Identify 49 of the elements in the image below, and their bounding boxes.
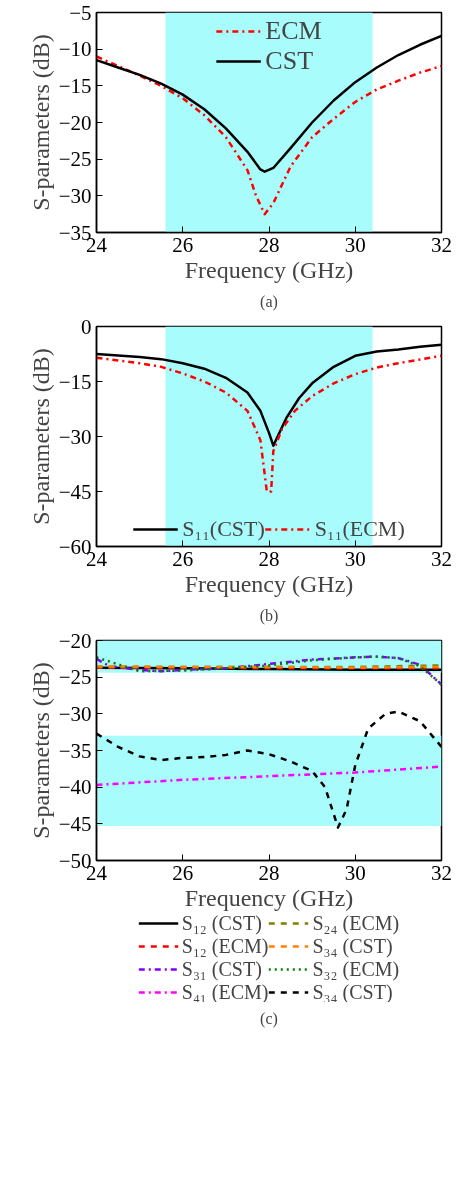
- y-tick-label: −45: [58, 479, 92, 504]
- x-axis-title: Frequency (GHz): [184, 884, 354, 911]
- y-tick-label: −15: [58, 73, 92, 98]
- x-tick-label: 30: [344, 546, 366, 571]
- y-tick-label: −20: [58, 110, 92, 135]
- y-tick-label: −30: [58, 424, 92, 449]
- x-axis-title: Frequency (GHz): [184, 256, 354, 283]
- x-tick-label: 28: [258, 546, 280, 571]
- legend-label: CST: [265, 46, 314, 76]
- y-axis-title: S-parameters (dB): [27, 34, 54, 211]
- legend-label: S₄₁ (ECM): [181, 980, 269, 1004]
- x-tick-label: 32: [431, 232, 452, 257]
- y-tick-label: −5: [69, 0, 92, 25]
- y-tick-label: −10: [58, 37, 92, 62]
- y-tick-label: −30: [58, 183, 92, 208]
- legend-label: S₁₁(ECM): [314, 516, 405, 542]
- x-tick-label: 30: [344, 860, 366, 885]
- x-tick-label: 26: [172, 232, 194, 257]
- legend-label: S₃₂ (ECM): [312, 957, 400, 981]
- y-tick-label: −15: [58, 369, 92, 394]
- x-tick-label: 30: [344, 232, 366, 257]
- x-axis-title: Frequency (GHz): [184, 570, 354, 597]
- legend-label: ECM: [265, 16, 322, 46]
- y-tick-label: −35: [58, 738, 92, 763]
- text: (c): [260, 1009, 278, 1028]
- y-tick-label: 0: [81, 314, 92, 339]
- legend-label: S₃₁ (CST): [181, 957, 262, 981]
- x-tick-label: 32: [431, 860, 452, 885]
- y-tick-label: −25: [58, 147, 92, 172]
- y-axis-title: S-parameters (dB): [27, 662, 54, 839]
- x-tick-label: 32: [431, 546, 452, 571]
- x-tick-label: 26: [172, 860, 194, 885]
- legend-label: S₂₄ (ECM): [312, 912, 400, 935]
- x-tick-label: 28: [258, 232, 280, 257]
- y-axis-title: S-parameters (dB): [27, 348, 54, 525]
- legend-label: S₁₂ (ECM): [181, 934, 269, 958]
- x-tick-label: 28: [258, 860, 280, 885]
- y-tick-label: −45: [58, 811, 92, 836]
- text: (b): [259, 606, 279, 625]
- y-tick-label: −20: [58, 628, 92, 653]
- legend-label: S₃₄ (CST): [312, 934, 393, 958]
- legend-label: S₃₄ (CST): [312, 980, 393, 1004]
- text: (a): [260, 292, 278, 311]
- legend-label: S₁₁(CST): [182, 516, 265, 542]
- y-tick-label: −25: [58, 665, 92, 690]
- legend-label: S₁₂ (CST): [181, 912, 262, 935]
- y-tick-label: −30: [58, 701, 92, 726]
- x-tick-label: 26: [172, 546, 194, 571]
- y-tick-label: −40: [58, 775, 92, 800]
